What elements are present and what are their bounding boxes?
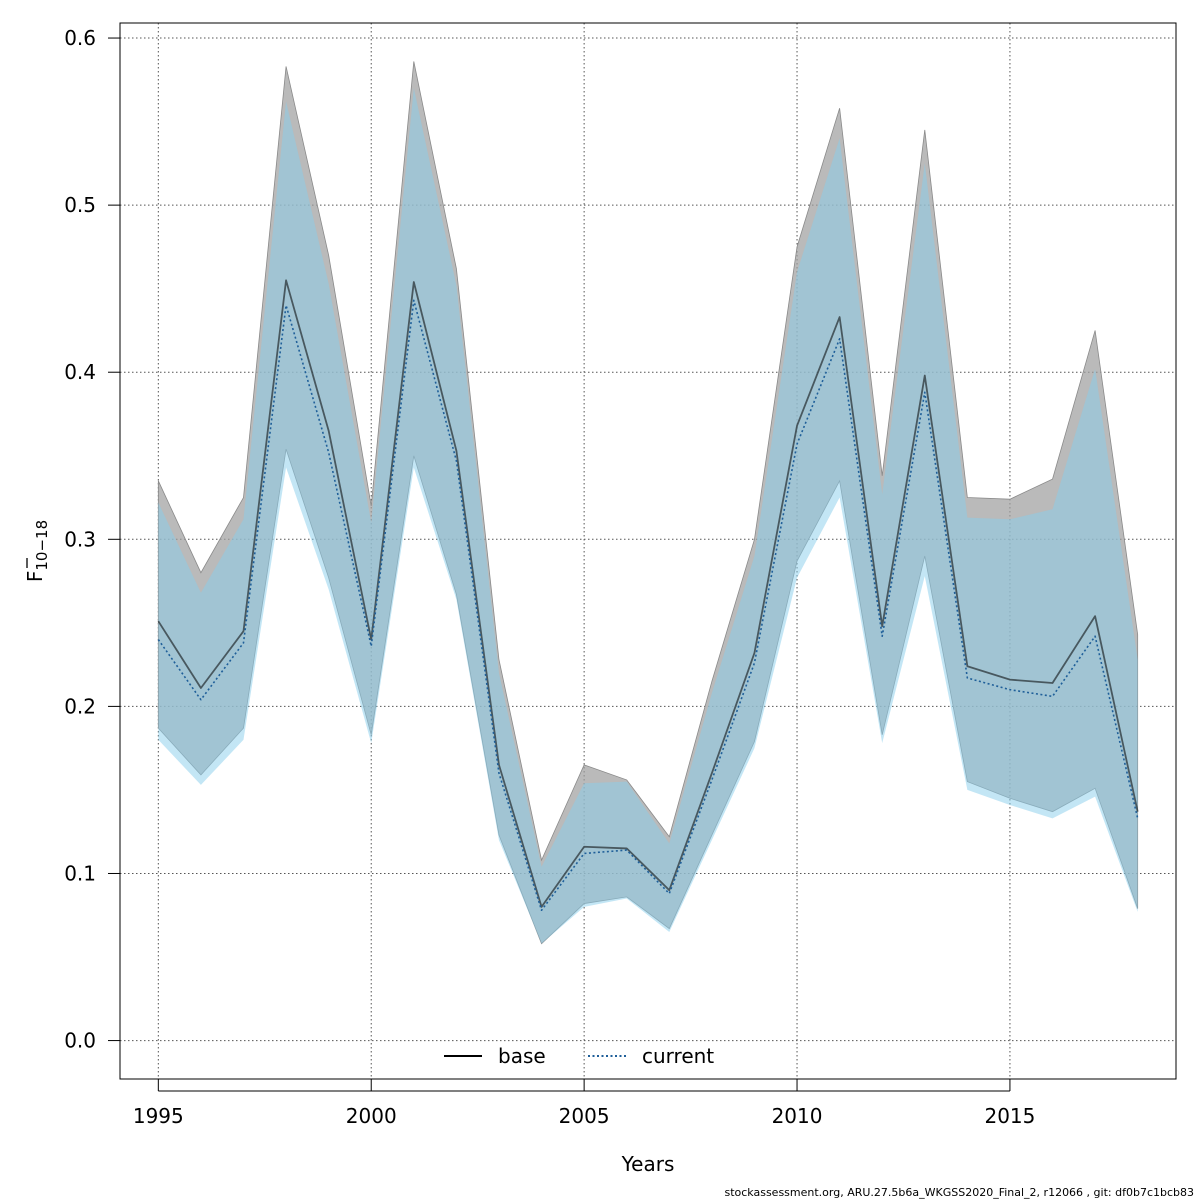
- legend: base current: [444, 1044, 714, 1068]
- x-tick-label: 2000: [346, 1104, 397, 1128]
- y-tick-label: 0.0: [64, 1029, 96, 1053]
- y-tick-label: 0.2: [64, 694, 96, 718]
- x-tick-label: 2015: [984, 1104, 1035, 1128]
- y-tick-label: 0.3: [64, 527, 96, 551]
- x-axis-title: Years: [621, 1152, 675, 1176]
- y-axis: 0.0 0.1 0.2 0.3 0.4 0.5 0.6: [64, 26, 120, 1053]
- series-line-current: [157, 299, 1139, 912]
- footer-caption: stockassessment.org, ARU.27.5b6a_WKGSS20…: [724, 1186, 1194, 1199]
- plot-frame: [119, 22, 1177, 1080]
- legend-label-current: current: [642, 1044, 714, 1068]
- band-current: [158, 88, 1138, 944]
- series-line-base: [157, 279, 1139, 908]
- y-axis-title-sub: 10−18: [33, 520, 51, 571]
- svg-text:F10−18: F10−18: [23, 520, 51, 582]
- y-axis-title: F10−18: [23, 520, 51, 582]
- y-tick-label: 0.4: [64, 360, 96, 384]
- x-tick-label: 2005: [559, 1104, 610, 1128]
- confidence-bands: [157, 61, 1139, 945]
- y-tick-label: 0.6: [64, 26, 96, 50]
- y-axis-title-main: F: [23, 571, 47, 583]
- y-tick-label: 0.5: [64, 193, 96, 217]
- y-tick-label: 0.1: [64, 861, 96, 885]
- x-tick-label: 1995: [133, 1104, 184, 1128]
- x-tick-label: 2010: [772, 1104, 823, 1128]
- legend-label-base: base: [498, 1044, 546, 1068]
- x-axis: 1995 2000 2005 2010 2015: [133, 1079, 1035, 1128]
- series-lines: [157, 279, 1139, 912]
